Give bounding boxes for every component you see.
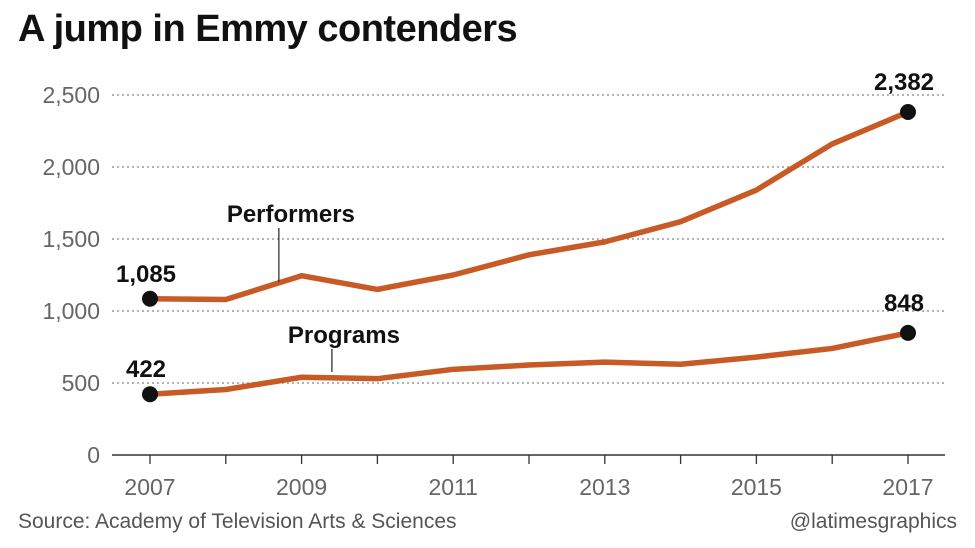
x-tick-label: 2015 [731, 474, 782, 500]
series-line-programs [149, 330, 909, 397]
end-value-label: 848 [884, 290, 924, 317]
x-tick-label: 2009 [276, 474, 327, 500]
y-tick-label: 500 [62, 370, 100, 396]
x-tick-label: 2013 [579, 474, 630, 500]
series-line-performers [149, 109, 910, 303]
series-lines [142, 103, 916, 403]
start-value-label: 422 [126, 356, 166, 383]
end-marker [900, 103, 916, 120]
credit-note: @latimesgraphics [789, 510, 957, 533]
source-note: Source: Academy of Television Arts & Sci… [18, 510, 457, 533]
y-tick-label: 2,500 [42, 82, 100, 108]
start-marker [142, 386, 158, 403]
series-name-label: Performers [227, 201, 355, 228]
data-labels: 1,085 2,382 Performers 422 848 Programs [116, 69, 934, 383]
x-tick-label: 2007 [124, 474, 175, 500]
y-tick-label: 1,500 [42, 226, 100, 252]
end-value-label: 2,382 [874, 69, 934, 96]
chart-title: A jump in Emmy contenders [18, 8, 518, 50]
y-tick-label: 1,000 [42, 298, 100, 324]
start-marker [142, 290, 158, 307]
axes: 0 500 1,000 1,500 2,000 2,500 2007 2009 2011 2013… [42, 82, 945, 500]
y-tick-label: 2,000 [42, 154, 100, 180]
start-value-label: 1,085 [116, 261, 176, 288]
series-name-label: Programs [288, 322, 400, 349]
x-tick-label: 2011 [428, 474, 477, 500]
x-tick-label: 2017 [882, 474, 933, 500]
grid-lines [112, 94, 945, 384]
end-marker [900, 324, 916, 341]
y-tick-label: 0 [87, 442, 100, 468]
